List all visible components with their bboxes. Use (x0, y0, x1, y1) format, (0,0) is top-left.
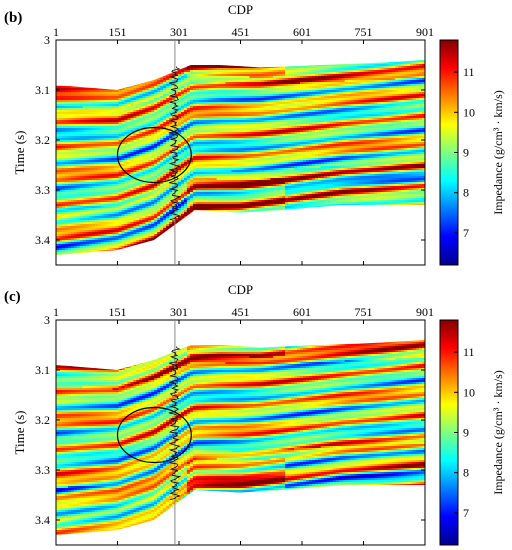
x-tick-label: 901 (416, 305, 434, 319)
colorbar-tick-label: 11 (463, 65, 475, 79)
x-tick-label: 451 (232, 305, 250, 319)
colorbar-tick-label: 7 (463, 506, 469, 520)
colorbar-tick-label: 10 (463, 105, 475, 119)
x-tick-label: 901 (416, 25, 434, 39)
x-tick-label: 301 (170, 305, 188, 319)
panel-label: (b) (4, 10, 22, 26)
x-tick-label: 751 (355, 305, 373, 319)
x-tick-label: 601 (293, 305, 311, 319)
impedance-heatmap (56, 340, 425, 535)
well-log-curve (168, 346, 182, 501)
x-tick-label: 751 (355, 25, 373, 39)
x-tick-label: 451 (232, 25, 250, 39)
y-tick-label: 3.2 (35, 133, 50, 147)
x-tick-label: 1 (53, 25, 59, 39)
x-axis-title: CDP (228, 2, 253, 17)
impedance-heatmap (56, 60, 425, 255)
y-tick-label: 3.3 (35, 463, 50, 477)
colorbar-tick-label: 11 (463, 345, 475, 359)
x-tick-label: 601 (293, 25, 311, 39)
y-tick-label: 3.3 (35, 183, 50, 197)
x-tick-label: 1 (53, 305, 59, 319)
y-axis-title: Time (s) (12, 131, 27, 175)
colorbar-tick-label: 9 (463, 146, 469, 160)
panel-label: (c) (4, 289, 21, 305)
y-tick-label: 3 (44, 313, 50, 327)
highlight-ellipse (116, 406, 192, 464)
y-tick-label: 3.2 (35, 413, 50, 427)
y-axis-title: Time (s) (12, 411, 27, 455)
colorbar-title: Impedance (g/cm³ · km/s) (491, 370, 505, 495)
x-axis-title: CDP (228, 282, 253, 297)
colorbar-tick-label: 10 (463, 385, 475, 399)
colorbar-tick-label: 8 (463, 186, 469, 200)
highlight-ellipse (116, 126, 192, 184)
y-tick-label: 3.1 (35, 83, 50, 97)
colorbar-tick-label: 7 (463, 226, 469, 240)
colorbar-tick-label: 9 (463, 426, 469, 440)
well-log-curve (168, 66, 182, 221)
colorbar-tick-label: 8 (463, 466, 469, 480)
x-tick-label: 151 (109, 25, 127, 39)
y-tick-label: 3.1 (35, 363, 50, 377)
y-tick-label: 3 (44, 33, 50, 47)
y-tick-label: 3.4 (35, 233, 50, 247)
y-tick-label: 3.4 (35, 513, 50, 527)
colorbar-title: Impedance (g/cm³ · km/s) (491, 90, 505, 215)
x-tick-label: 151 (109, 305, 127, 319)
x-tick-label: 301 (170, 25, 188, 39)
